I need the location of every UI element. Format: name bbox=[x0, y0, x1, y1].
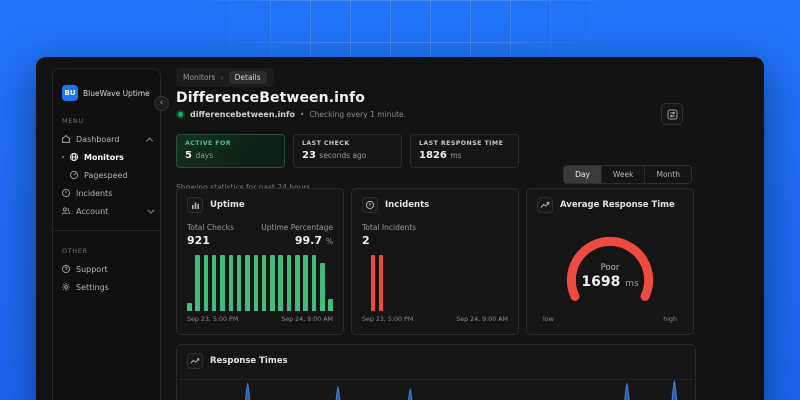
sidebar-item-label: Pagespeed bbox=[84, 170, 128, 180]
sidebar-item-dashboard[interactable]: Dashboard bbox=[53, 130, 160, 148]
card-title: Uptime bbox=[210, 200, 245, 210]
alert-circle-icon bbox=[362, 197, 378, 213]
range-toggle: Day Week Month bbox=[563, 165, 692, 184]
status-card-label: ACTIVE FOR bbox=[185, 140, 232, 147]
checking-interval-text: Checking every 1 minute. bbox=[309, 110, 407, 119]
menu-section-label: MENU bbox=[62, 117, 84, 125]
alert-circle-icon bbox=[61, 188, 71, 198]
x-axis-start-label: Sep 23, 5:00 PM bbox=[362, 316, 414, 323]
gauge-min-label: low bbox=[543, 316, 554, 323]
status-up-dot-icon bbox=[176, 110, 185, 119]
sidebar-divider bbox=[53, 230, 160, 231]
sidebar-item-incidents[interactable]: Incidents bbox=[53, 184, 160, 202]
incidents-bar-chart[interactable] bbox=[362, 255, 508, 311]
sidebar-item-label: Monitors bbox=[84, 152, 124, 162]
status-card-unit: ms bbox=[450, 151, 462, 160]
sidebar-item-label: Account bbox=[76, 206, 109, 216]
subtitle-separator: • bbox=[299, 110, 305, 119]
chevron-up-icon bbox=[145, 136, 154, 144]
metric-label: Total Checks bbox=[187, 223, 234, 232]
other-section-label: OTHER bbox=[62, 247, 88, 255]
status-card-unit: seconds ago bbox=[319, 151, 367, 160]
breadcrumb-details[interactable]: Details bbox=[228, 71, 267, 84]
logo: BU BlueWave Uptime bbox=[53, 85, 160, 101]
page-title: DifferenceBetween.info bbox=[176, 90, 365, 106]
main-content: Monitors › Details DifferenceBetween.inf… bbox=[176, 67, 696, 400]
response-time-gauge: Poor 1698 ms low high bbox=[541, 219, 679, 323]
home-icon bbox=[61, 134, 71, 144]
x-axis-end-label: Sep 24, 9:00 AM bbox=[456, 316, 508, 323]
line-chart-icon bbox=[187, 353, 203, 369]
average-response-time-card: Average Response Time Poor 1698 ms low h… bbox=[526, 188, 694, 335]
range-option-week[interactable]: Week bbox=[602, 166, 646, 183]
status-card-label: LAST CHECK bbox=[302, 140, 350, 147]
configure-monitor-button[interactable] bbox=[661, 103, 683, 125]
speedometer-icon bbox=[69, 170, 79, 180]
gear-icon bbox=[61, 282, 71, 292]
x-axis-start-label: Sep 23, 5:00 PM bbox=[187, 316, 239, 323]
response-times-card: Response Times bbox=[176, 344, 696, 400]
card-title: Response Times bbox=[210, 356, 288, 366]
status-card-value: 5 bbox=[185, 150, 192, 161]
logo-name: BlueWave Uptime bbox=[83, 88, 150, 98]
bar-chart-icon bbox=[187, 197, 203, 213]
chevron-down-icon bbox=[147, 206, 155, 214]
monitor-subtitle: differencebetween.info • Checking every … bbox=[176, 110, 406, 119]
breadcrumb-chevron-icon: › bbox=[220, 73, 224, 82]
metric-value: 2 bbox=[362, 234, 370, 247]
sidebar-item-label: Incidents bbox=[76, 188, 113, 198]
logo-badge: BU bbox=[62, 85, 78, 101]
sidebar-item-label: Support bbox=[76, 264, 108, 274]
card-title: Incidents bbox=[385, 200, 430, 210]
incidents-card: Incidents Total Incidents 2 Sep 23, 5:00… bbox=[351, 188, 519, 335]
stat-cards-row: Uptime Total Checks 921 Uptime Percentag… bbox=[176, 188, 694, 335]
x-axis-end-label: Sep 24, 9:00 AM bbox=[281, 316, 333, 323]
uptime-bar-chart[interactable] bbox=[187, 255, 333, 311]
sidebar-item-label: Dashboard bbox=[76, 134, 120, 144]
sliders-icon bbox=[667, 109, 678, 120]
users-icon bbox=[61, 206, 71, 216]
sidebar-item-label: Settings bbox=[76, 282, 109, 292]
breadcrumb: Monitors › Details bbox=[176, 68, 274, 87]
sidebar-item-pagespeed[interactable]: Pagespeed bbox=[53, 166, 160, 184]
metric-unit: % bbox=[325, 237, 333, 246]
trending-up-icon bbox=[537, 197, 553, 213]
gauge-arc bbox=[566, 236, 654, 301]
status-cards-row: ACTIVE FOR 5 days LAST CHECK 23 seconds … bbox=[176, 134, 519, 168]
monitor-url: differencebetween.info bbox=[190, 110, 295, 119]
card-title: Average Response Time bbox=[560, 200, 675, 210]
metric-value: 99.7 bbox=[294, 234, 323, 247]
stats-note: Showing statistics for past 24 hours. bbox=[176, 183, 313, 192]
uptime-card: Uptime Total Checks 921 Uptime Percentag… bbox=[176, 188, 344, 335]
last-response-time-card: LAST RESPONSE TIME 1826 ms bbox=[410, 134, 519, 168]
globe-icon bbox=[69, 152, 79, 162]
sidebar-item-account[interactable]: Account bbox=[53, 202, 160, 220]
metric-label: Uptime Percentage bbox=[261, 223, 333, 232]
active-bullet bbox=[62, 156, 64, 158]
status-card-value: 23 bbox=[302, 150, 316, 161]
app-window: BU BlueWave Uptime MENU Dashboard Monito… bbox=[36, 57, 764, 400]
sidebar: BU BlueWave Uptime MENU Dashboard Monito… bbox=[52, 68, 161, 400]
gauge-unit: ms bbox=[625, 279, 639, 289]
status-card-label: LAST RESPONSE TIME bbox=[419, 140, 504, 147]
metric-value: 921 bbox=[187, 234, 210, 247]
last-check-card: LAST CHECK 23 seconds ago bbox=[293, 134, 402, 168]
sidebar-item-settings[interactable]: Settings bbox=[53, 278, 160, 296]
sidebar-item-monitors[interactable]: Monitors bbox=[53, 148, 160, 166]
help-icon bbox=[61, 264, 71, 274]
gauge-max-label: high bbox=[663, 316, 677, 323]
active-for-card: ACTIVE FOR 5 days bbox=[176, 134, 285, 168]
range-option-month[interactable]: Month bbox=[656, 170, 680, 179]
metric-label: Total Incidents bbox=[362, 223, 417, 232]
sidebar-item-support[interactable]: Support bbox=[53, 260, 160, 278]
gauge-value: 1698 bbox=[581, 274, 621, 290]
status-card-unit: days bbox=[195, 151, 214, 160]
gauge-status: Poor bbox=[600, 263, 620, 273]
sidebar-collapse-button[interactable]: ‹ bbox=[154, 96, 169, 111]
breadcrumb-monitors[interactable]: Monitors bbox=[183, 73, 216, 82]
range-option-day[interactable]: Day bbox=[564, 166, 602, 183]
status-card-value: 1826 bbox=[419, 150, 447, 161]
response-times-area-chart[interactable] bbox=[178, 379, 694, 400]
